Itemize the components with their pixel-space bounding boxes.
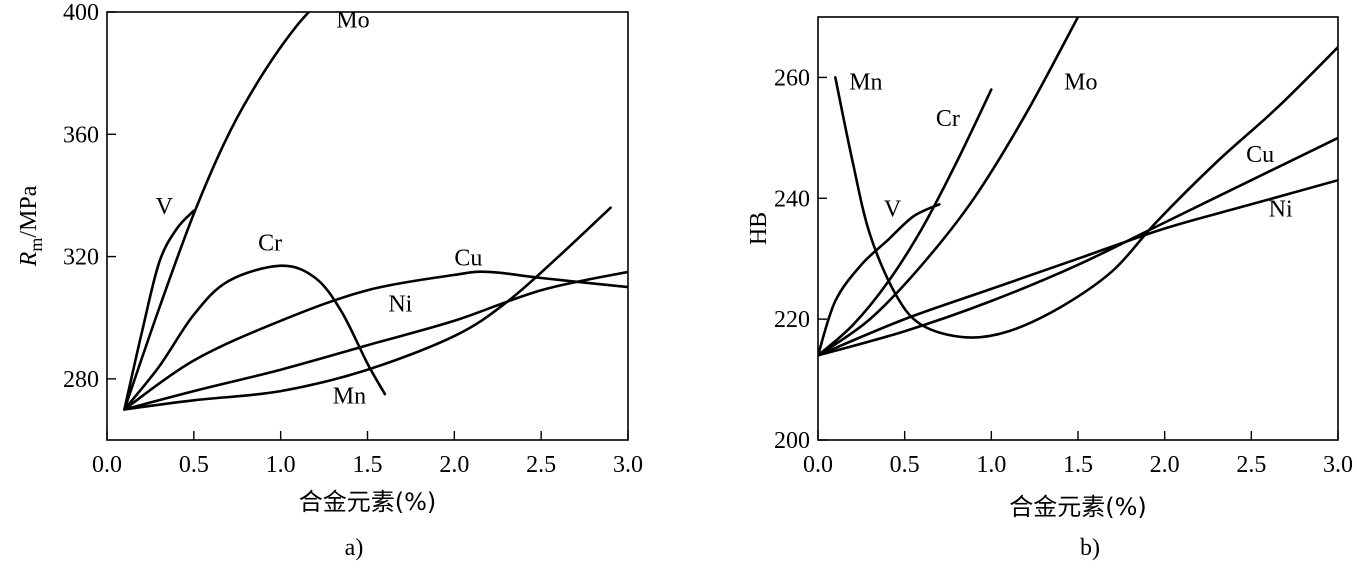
y-axis-label: HB bbox=[746, 212, 772, 245]
series-label-cr: Cr bbox=[258, 230, 282, 256]
panel-caption: b) bbox=[1080, 535, 1100, 561]
series-line-cu bbox=[818, 136, 1338, 357]
x-axis-label: 合金元素(%) bbox=[299, 488, 437, 516]
x-tick-label: 0.5 bbox=[179, 452, 209, 478]
x-tick-label: 1.0 bbox=[266, 452, 296, 478]
y-axis-label: Rm/MPa bbox=[16, 185, 46, 267]
series-label-ni: Ni bbox=[388, 292, 412, 318]
series-line-cr bbox=[818, 88, 993, 357]
x-tick-label: 3.0 bbox=[613, 452, 643, 478]
x-tick-label: 3.0 bbox=[1323, 452, 1353, 478]
x-tick-label: 1.5 bbox=[353, 452, 383, 478]
series-label-ni: Ni bbox=[1269, 196, 1293, 222]
y-tick-label: 240 bbox=[774, 186, 810, 212]
plot-frame bbox=[106, 11, 629, 441]
x-axis-label: 合金元素(%) bbox=[1009, 493, 1147, 521]
x-tick-label: 2.5 bbox=[1236, 452, 1266, 478]
series-line-mo bbox=[818, 17, 1080, 357]
y-tick-label: 200 bbox=[774, 428, 810, 454]
x-tick-label: 0.5 bbox=[890, 452, 920, 478]
y-tick-label: 360 bbox=[63, 122, 99, 148]
series-line-cr bbox=[123, 264, 387, 411]
series-label-mo: Mo bbox=[1064, 70, 1097, 96]
series-label-cu: Cu bbox=[1246, 142, 1274, 168]
series-line-ni bbox=[123, 270, 628, 411]
y-tick-label: 220 bbox=[774, 307, 810, 333]
y-tick-label: 280 bbox=[63, 367, 99, 393]
series-label-cr: Cr bbox=[936, 106, 960, 132]
chart-panel-b: 0.0 0.5 1.0 1.5 2.0 2.5 3.0 200 220 240 260 合金元素(%)… bbox=[746, 16, 1353, 561]
series-label-v: V bbox=[156, 194, 174, 220]
x-tick-label: 0.0 bbox=[92, 452, 122, 478]
x-tick-label: 0.0 bbox=[803, 452, 833, 478]
series-label-mo: Mo bbox=[336, 7, 369, 33]
y-tick-label: 320 bbox=[63, 245, 99, 271]
curves-group bbox=[123, 12, 628, 411]
series-label-cu: Cu bbox=[454, 246, 482, 272]
series-line-cu bbox=[123, 270, 628, 411]
series-line-mo bbox=[123, 12, 311, 411]
curves-group bbox=[818, 17, 1338, 357]
x-tick-label: 1.0 bbox=[976, 452, 1006, 478]
series-line-v bbox=[123, 209, 196, 411]
series-label-mn: Mn bbox=[333, 383, 366, 409]
x-tick-label: 2.5 bbox=[526, 452, 556, 478]
series-label-v: V bbox=[884, 196, 902, 222]
chart-panel-a: 0.0 0.5 1.0 1.5 2.0 2.5 3.0 280 320 360 400 合金元素(%)… bbox=[16, 0, 643, 561]
series-line-mn bbox=[123, 206, 612, 411]
x-tick-label: 1.5 bbox=[1063, 452, 1093, 478]
y-tick-label: 260 bbox=[774, 65, 810, 91]
panel-caption: a) bbox=[345, 535, 364, 561]
series-line-v bbox=[818, 203, 941, 357]
y-tick-label: 400 bbox=[63, 0, 99, 26]
series-line-ni bbox=[818, 178, 1338, 357]
x-tick-label: 2.0 bbox=[1150, 452, 1180, 478]
series-label-mn: Mn bbox=[849, 70, 882, 96]
series-line-mn bbox=[834, 45, 1338, 339]
x-tick-label: 2.0 bbox=[439, 452, 469, 478]
